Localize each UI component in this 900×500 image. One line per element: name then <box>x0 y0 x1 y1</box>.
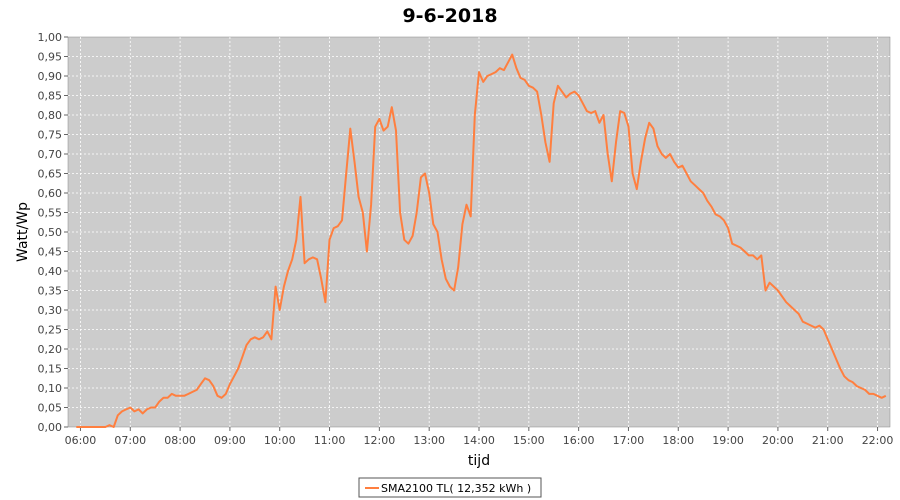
legend-label: SMA2100 TL( 12,352 kWh ) <box>381 482 531 495</box>
x-tick-label: 15:00 <box>513 434 545 447</box>
x-tick-label: 13:00 <box>413 434 445 447</box>
x-tick-label: 18:00 <box>662 434 694 447</box>
legend-box <box>358 477 542 498</box>
y-tick-label: 0,75 <box>38 129 63 142</box>
x-tick-label: 14:00 <box>463 434 495 447</box>
y-tick-label: 0,80 <box>38 109 63 122</box>
y-tick-label: 0,60 <box>38 187 63 200</box>
y-tick-label: 0,90 <box>38 70 63 83</box>
x-tick-label: 12:00 <box>364 434 396 447</box>
plot-area <box>67 36 891 428</box>
x-tick-label: 17:00 <box>613 434 645 447</box>
x-tick-label: 21:00 <box>812 434 844 447</box>
y-axis: 0,00 0,05 0,10 0,15 0,20 0,25 0,30 0,35 0,40 0,45… <box>38 31 68 434</box>
x-tick-label: 16:00 <box>563 434 595 447</box>
x-axis-label: tijd <box>468 453 490 469</box>
y-tick-label: 0,50 <box>38 226 63 239</box>
series-group <box>76 53 887 428</box>
y-tick-label: 0,25 <box>38 324 63 337</box>
x-tick-label: 11:00 <box>314 434 346 447</box>
y-tick-label: 0,70 <box>38 148 63 161</box>
x-tick-label: 09:00 <box>214 434 246 447</box>
y-tick-label: 0,55 <box>38 207 63 220</box>
y-tick-label: 0,85 <box>38 90 63 103</box>
series-line-0 <box>76 53 887 428</box>
chart-title: 9-6-2018 <box>402 5 497 27</box>
x-tick-label: 19:00 <box>712 434 744 447</box>
y-tick-label: 0,15 <box>38 363 63 376</box>
y-tick-label: 0,20 <box>38 343 63 356</box>
x-tick-label: 06:00 <box>65 434 97 447</box>
y-tick-label: 0,30 <box>38 304 63 317</box>
y-tick-label: 0,40 <box>38 265 63 278</box>
y-tick-label: 0,00 <box>38 421 63 434</box>
y-tick-label: 0,10 <box>38 382 63 395</box>
x-tick-label: 07:00 <box>114 434 146 447</box>
y-tick-label: 1,00 <box>38 31 63 44</box>
y-tick-label: 0,05 <box>38 402 63 415</box>
y-tick-label: 0,95 <box>38 51 63 64</box>
x-tick-label: 10:00 <box>264 434 296 447</box>
legend: SMA2100 TL( 12,352 kWh ) <box>358 477 542 498</box>
grid-lines <box>68 37 890 427</box>
x-tick-label: 08:00 <box>164 434 196 447</box>
y-tick-label: 0,45 <box>38 246 63 259</box>
y-axis-label: Watt/Wp <box>15 202 31 262</box>
x-tick-label: 20:00 <box>762 434 794 447</box>
x-tick-label: 22:00 <box>862 434 894 447</box>
y-tick-label: 0,35 <box>38 285 63 298</box>
x-axis: 06:00 07:00 08:00 09:00 10:00 11:00 12:00 13:00… <box>65 427 894 447</box>
y-tick-label: 0,65 <box>38 168 63 181</box>
